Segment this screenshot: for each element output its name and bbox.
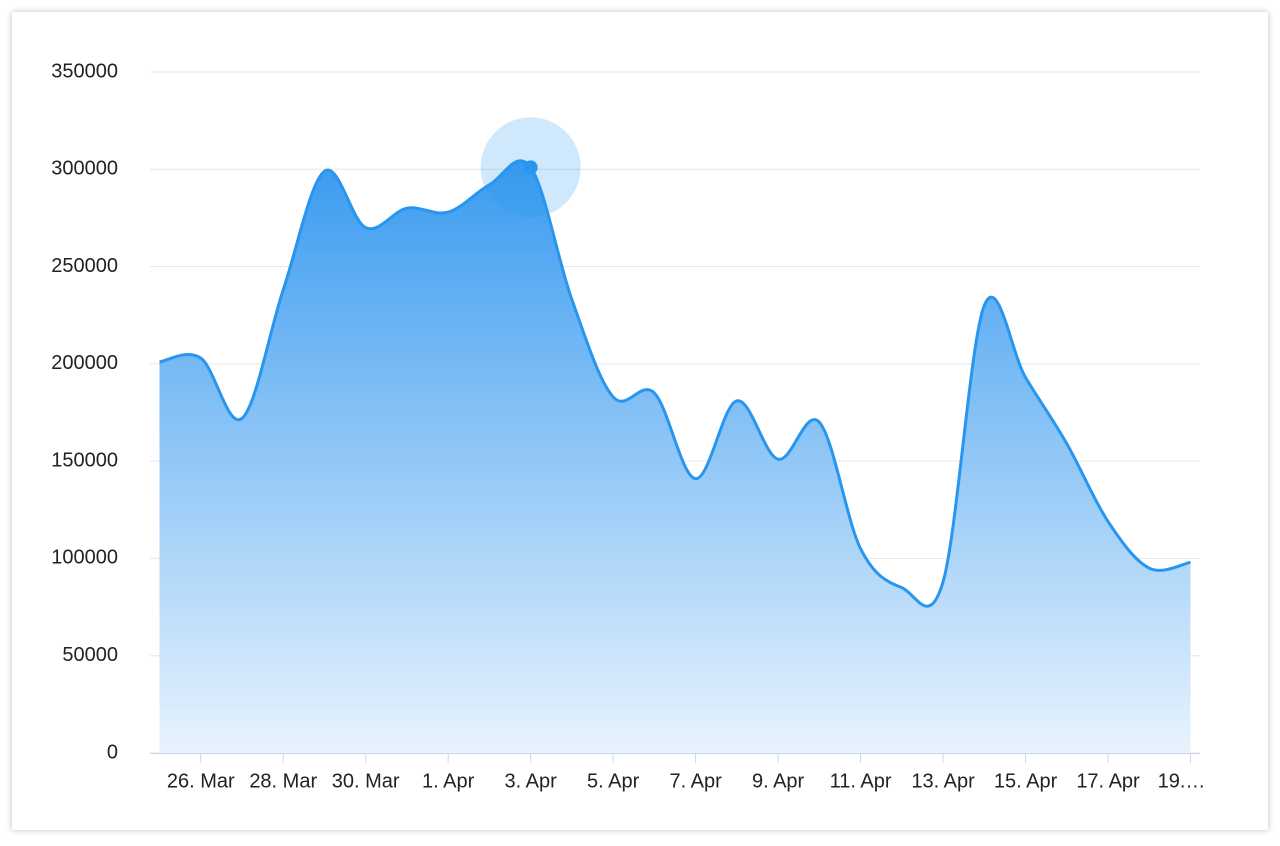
y-tick-label: 350000 <box>51 60 118 82</box>
x-tick-label: 5. Apr <box>587 770 640 792</box>
x-tick-label: 28. Mar <box>249 770 317 792</box>
y-tick-label: 100000 <box>51 547 118 569</box>
y-tick-label: 50000 <box>62 644 118 666</box>
y-tick-label: 150000 <box>51 449 118 471</box>
hover-marker <box>523 160 538 175</box>
x-tick-label: 3. Apr <box>505 770 558 792</box>
x-tick-label: 9. Apr <box>752 770 805 792</box>
y-tick-label: 200000 <box>51 352 118 374</box>
x-tick-label: 30. Mar <box>332 770 400 792</box>
y-tick-label: 300000 <box>51 158 118 180</box>
y-tick-label: 0 <box>107 741 118 763</box>
x-tick-label: 26. Mar <box>167 770 235 792</box>
x-tick-label: 13. Apr <box>911 770 975 792</box>
x-tick-label: 7. Apr <box>669 770 722 792</box>
area-line <box>159 159 1191 608</box>
x-tick-label: 19.… <box>1158 770 1206 792</box>
x-tick-label: 11. Apr <box>830 770 892 792</box>
y-tick-label: 250000 <box>51 255 118 277</box>
x-tick-label: 15. Apr <box>994 770 1058 792</box>
area-fill <box>159 160 1191 754</box>
x-tick-label: 1. Apr <box>422 770 475 792</box>
x-tick-label: 17. Apr <box>1076 770 1140 792</box>
